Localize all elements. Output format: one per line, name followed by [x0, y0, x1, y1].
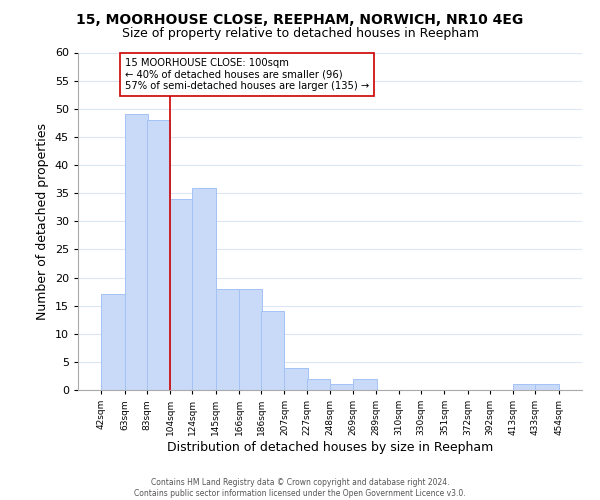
Bar: [535, 384, 559, 390]
Bar: [101, 294, 125, 390]
Bar: [353, 379, 377, 390]
X-axis label: Distribution of detached houses by size in Reepham: Distribution of detached houses by size …: [167, 441, 493, 454]
Bar: [215, 289, 239, 390]
Bar: [147, 120, 170, 390]
Text: Size of property relative to detached houses in Reepham: Size of property relative to detached ho…: [121, 28, 479, 40]
Bar: [193, 188, 215, 390]
Bar: [125, 114, 148, 390]
Bar: [284, 368, 308, 390]
Bar: [513, 384, 536, 390]
Text: 15 MOORHOUSE CLOSE: 100sqm
← 40% of detached houses are smaller (96)
57% of semi: 15 MOORHOUSE CLOSE: 100sqm ← 40% of deta…: [125, 58, 369, 92]
Bar: [307, 379, 330, 390]
Bar: [170, 198, 193, 390]
Bar: [330, 384, 353, 390]
Bar: [239, 289, 262, 390]
Bar: [261, 311, 284, 390]
Y-axis label: Number of detached properties: Number of detached properties: [36, 122, 49, 320]
Text: 15, MOORHOUSE CLOSE, REEPHAM, NORWICH, NR10 4EG: 15, MOORHOUSE CLOSE, REEPHAM, NORWICH, N…: [76, 12, 524, 26]
Text: Contains HM Land Registry data © Crown copyright and database right 2024.
Contai: Contains HM Land Registry data © Crown c…: [134, 478, 466, 498]
